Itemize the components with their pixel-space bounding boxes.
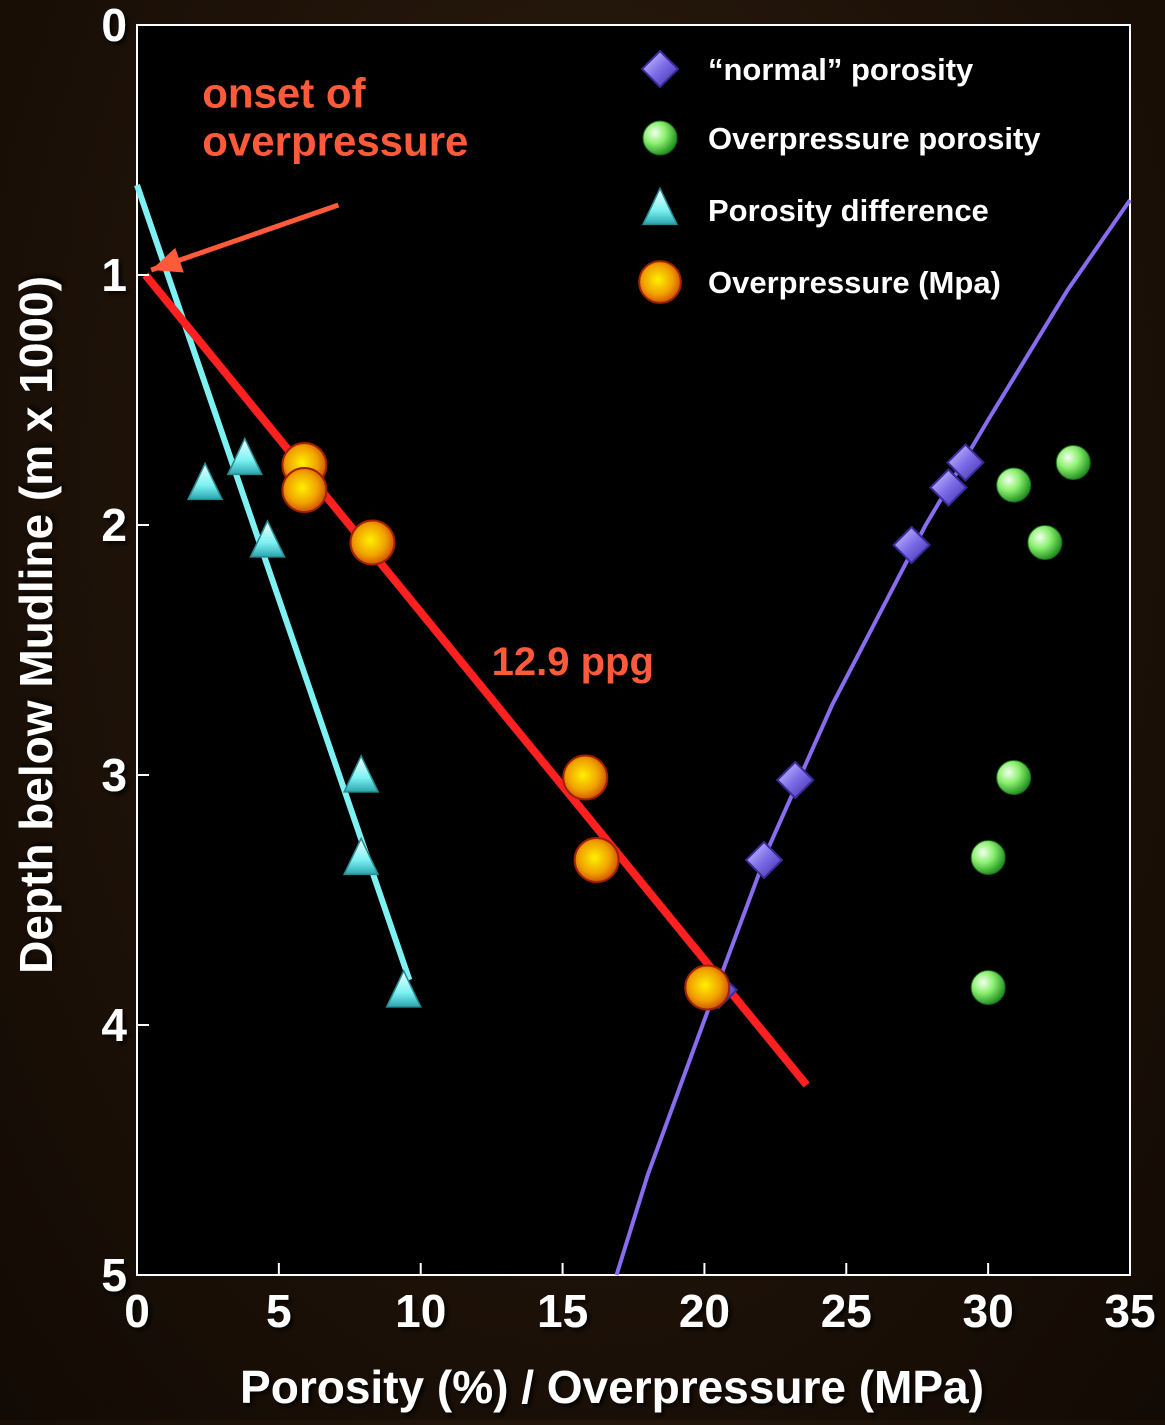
legend-label: Porosity difference — [708, 193, 989, 228]
normal-point — [744, 840, 784, 880]
pressure-point — [573, 837, 620, 883]
diff-point — [249, 519, 286, 558]
x-tick-label: 15 — [537, 1285, 588, 1337]
legend-label: Overpressure porosity — [708, 121, 1041, 156]
y-tick-label: 2 — [101, 499, 127, 551]
normal-point — [929, 468, 968, 507]
legend-marker-normal — [640, 49, 680, 89]
ppg-annotation-text: 12.9 ppg — [492, 640, 654, 684]
y-tick-label: 3 — [101, 749, 127, 801]
onset-arrow — [150, 202, 340, 273]
onset-arrowhead — [151, 247, 184, 273]
onset-annotation-text: overpressure — [202, 118, 468, 165]
normal-trend-line — [614, 198, 1132, 1276]
pressure-trend-line — [142, 272, 810, 1088]
diff-point — [385, 969, 422, 1008]
legend: “normal” porosity Overpressure porosity Po… — [638, 49, 1041, 304]
x-tick-label: 0 — [124, 1285, 150, 1337]
diff-point — [186, 461, 224, 501]
pressure-point — [349, 519, 396, 566]
x-tick-label: 30 — [963, 1285, 1014, 1337]
x-tick-label: 35 — [1104, 1285, 1155, 1337]
plot-area — [136, 24, 1131, 1276]
y-tick-label: 1 — [101, 249, 127, 301]
pressure-point — [684, 964, 731, 1011]
x-tick-label: 25 — [821, 1285, 872, 1337]
onset-annotation-text: onset of — [202, 70, 366, 117]
y-axis-label: Depth below Mudline (m x 1000) — [10, 276, 62, 974]
normal-point — [775, 760, 815, 800]
y-tick-label: 4 — [101, 999, 127, 1051]
x-tick-label: 10 — [395, 1285, 446, 1337]
x-tick-label: 20 — [679, 1285, 730, 1337]
diff-point — [342, 754, 380, 793]
legend-label: “normal” porosity — [708, 52, 974, 87]
x-axis-label: Porosity (%) / Overpressure (MPa) — [240, 1361, 984, 1413]
overporo-point — [970, 970, 1006, 1005]
legend-marker-overporo — [642, 120, 678, 156]
overporo-point — [1055, 445, 1091, 480]
legend-label: Overpressure (Mpa) — [708, 265, 1001, 300]
diff-point — [226, 436, 263, 476]
overporo-point — [996, 467, 1032, 503]
overporo-point — [996, 760, 1032, 795]
overporo-point — [1027, 525, 1063, 560]
overporo-point — [970, 840, 1006, 875]
legend-marker-diff — [641, 186, 679, 226]
pressure-point — [281, 467, 328, 513]
pressure-point — [562, 754, 609, 801]
normal-point — [892, 525, 931, 565]
legend-marker-pressure — [638, 260, 682, 304]
y-tick-label: 0 — [101, 0, 127, 51]
x-tick-label: 5 — [266, 1285, 292, 1337]
normal-point — [946, 443, 985, 482]
diff-point — [342, 836, 380, 876]
y-tick-label: 5 — [101, 1249, 127, 1301]
